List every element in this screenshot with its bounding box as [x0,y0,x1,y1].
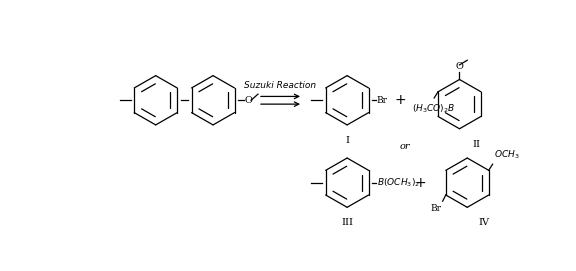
Text: $OCH_3$: $OCH_3$ [494,149,520,161]
Text: +: + [415,176,427,190]
Text: Br: Br [377,96,388,105]
Text: Br: Br [431,204,442,213]
Text: O: O [245,96,253,105]
Text: O: O [456,62,464,71]
Text: or: or [400,142,411,151]
Text: +: + [394,93,406,107]
Text: $B(OCH_3)_2$: $B(OCH_3)_2$ [377,176,420,189]
Text: $(H_3CO)_2B$: $(H_3CO)_2B$ [412,103,455,115]
Text: I: I [345,136,349,145]
Text: III: III [341,218,353,227]
Text: IV: IV [479,218,490,227]
Text: Suzuki Reaction: Suzuki Reaction [244,81,317,90]
Text: II: II [472,140,480,149]
